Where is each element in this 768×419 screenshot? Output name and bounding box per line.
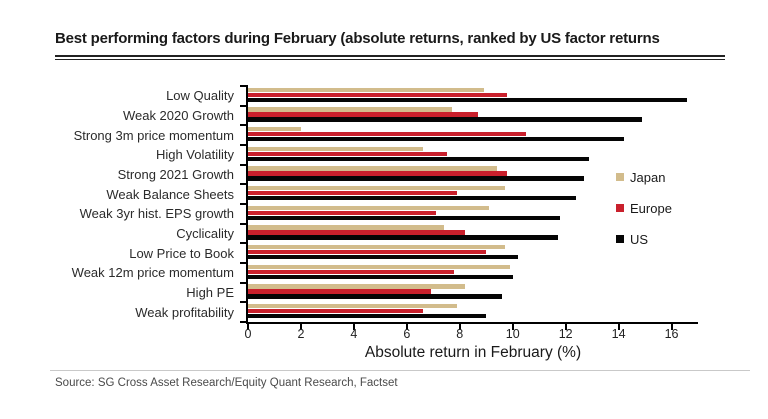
category-label: Low Quality [166, 88, 234, 104]
bar-japan [248, 127, 301, 132]
us-swatch-icon [616, 235, 624, 243]
x-axis-tick [352, 324, 355, 330]
x-axis-tick-labels: 0 2 4 6 8 10 12 14 16 [244, 327, 698, 343]
y-axis-tick [240, 85, 248, 87]
y-axis-tick [240, 203, 248, 205]
x-axis-tick [405, 324, 408, 330]
y-axis-tick [240, 301, 248, 304]
japan-swatch-icon [616, 173, 624, 181]
bar-japan [248, 87, 484, 92]
legend-label: Japan [630, 169, 666, 185]
source-divider [50, 370, 750, 371]
source-note: Source: SG Cross Asset Research/Equity Q… [55, 377, 398, 389]
bar-europe [248, 309, 423, 314]
x-axis-tick [458, 324, 461, 330]
y-axis-tick [240, 242, 248, 245]
category-label: Strong 2021 Growth [117, 166, 234, 182]
x-axis-tick-label: 0 [244, 327, 252, 341]
bar-us [248, 215, 561, 220]
x-axis-tick [564, 324, 567, 330]
bar-europe [248, 112, 479, 117]
europe-swatch-icon [616, 204, 624, 212]
bar-europe [248, 230, 466, 235]
x-axis-tick-label: 10 [505, 327, 520, 341]
bar-us [248, 274, 513, 279]
bar-us [248, 314, 487, 319]
plot-area [240, 85, 698, 330]
x-axis-tick-label: 4 [350, 327, 358, 341]
category-label: Weak 2020 Growth [122, 107, 234, 123]
category-label: High Volatility [155, 147, 234, 163]
bar-europe [248, 289, 431, 294]
bar-japan [248, 107, 452, 112]
y-axis-tick [240, 104, 248, 107]
x-axis-title: Absolute return in February (%) [364, 344, 582, 361]
bar-japan [248, 264, 511, 269]
x-axis-tick [299, 324, 302, 330]
bar-europe [248, 191, 458, 196]
bar-japan [248, 166, 497, 171]
x-axis-tick-label: 16 [664, 327, 679, 341]
y-axis-tick [240, 183, 248, 186]
bar-japan [248, 205, 489, 210]
y-axis-tick [240, 281, 248, 284]
bar-europe [248, 210, 436, 215]
chart-title: Best performing factors during February … [55, 30, 660, 47]
category-label: Weak profitability [135, 304, 234, 320]
bar-europe [248, 171, 508, 176]
bar-europe [248, 92, 508, 97]
bar-japan [248, 284, 466, 289]
x-axis-tick [670, 324, 673, 330]
bar-europe [248, 132, 526, 137]
y-axis-tick [240, 321, 248, 323]
legend-item-japan: Japan [616, 169, 665, 185]
bar-japan [248, 245, 505, 250]
bar-us [248, 235, 558, 240]
bar-japan [248, 146, 423, 151]
x-axis-tick-label: 14 [611, 327, 626, 341]
bar-japan [248, 225, 444, 230]
x-axis-tick [247, 324, 249, 330]
bar-us [248, 97, 688, 102]
y-axis-tick [240, 222, 248, 225]
category-label: Low Price to Book [129, 245, 234, 261]
y-axis-tick [240, 124, 248, 127]
category-labels: Low Quality Weak 2020 Growth Strong 3m pri… [0, 86, 242, 322]
bar-us [248, 176, 585, 181]
bar-us [248, 156, 590, 161]
title-underline [55, 55, 725, 60]
category-label: Weak 3yr hist. EPS growth [79, 206, 234, 222]
category-label: Weak Balance Sheets [106, 186, 234, 202]
bar-us [248, 137, 624, 142]
y-axis-tick [240, 144, 248, 146]
category-label: Weak 12m price momentum [71, 265, 234, 281]
bar-us [248, 196, 577, 201]
bar-europe [248, 269, 455, 274]
bar-us [248, 294, 503, 299]
bar-us [248, 117, 643, 122]
x-axis-tick-label: 6 [403, 327, 411, 341]
category-label: High PE [186, 284, 234, 300]
x-axis-tick-label: 2 [297, 327, 305, 341]
category-label: Cyclicality [176, 225, 234, 241]
legend-label: US [630, 231, 649, 247]
x-axis-tick-label: 12 [558, 327, 573, 341]
bar-japan [248, 186, 505, 191]
x-axis-tick-label: 8 [456, 327, 464, 341]
x-axis-tick [617, 324, 620, 330]
bar-us [248, 255, 518, 260]
bar-europe [248, 151, 447, 156]
y-axis-tick [240, 262, 248, 264]
legend-item-us: US [616, 231, 648, 247]
bar-europe [248, 250, 487, 255]
y-axis-tick [240, 163, 248, 166]
legend-item-europe: Europe [616, 200, 672, 216]
legend-label: Europe [630, 200, 672, 216]
x-axis-tick [511, 324, 514, 330]
bar-japan [248, 304, 458, 309]
category-label: Strong 3m price momentum [73, 127, 234, 143]
